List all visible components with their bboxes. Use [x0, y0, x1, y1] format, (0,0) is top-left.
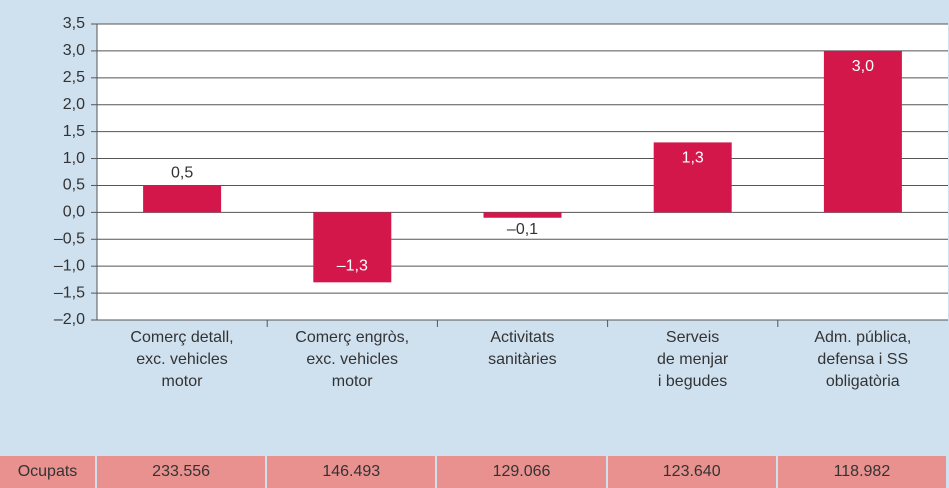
y-tick-label: 3,0: [63, 42, 85, 59]
table-cell: 233.556: [97, 456, 266, 488]
table-header: Ocupats: [0, 456, 95, 488]
table-cell: 146.493: [267, 456, 436, 488]
value-label: 1,3: [682, 150, 704, 167]
y-tick-label: 0,0: [63, 204, 85, 221]
table-cell: 118.982: [777, 456, 946, 488]
bar: [313, 212, 392, 283]
bar: [653, 142, 732, 213]
y-tick-label: 3,5: [63, 15, 85, 32]
x-tick-label: Comerç detall, exc. vehicles motor: [130, 329, 234, 390]
y-tick-label: 1,5: [63, 123, 85, 140]
table-cell: 123.640: [607, 456, 776, 488]
bar: [483, 212, 562, 218]
y-tick-label: 2,5: [63, 69, 85, 86]
bar: [143, 185, 222, 213]
y-tick-label: –0,5: [54, 230, 85, 247]
y-tick-label: –2,0: [54, 311, 85, 328]
y-tick-label: –1,5: [54, 284, 85, 301]
x-tick-label: Activitats sanitàries: [488, 329, 557, 368]
y-tick-label: –1,0: [54, 257, 85, 274]
value-label: –1,3: [337, 258, 368, 275]
x-tick-label: Adm. pública, defensa i SS obligatòria: [814, 329, 912, 390]
plot-area: [97, 24, 948, 320]
x-tick-label: Comerç engròs, exc. vehicles motor: [295, 329, 410, 390]
table-cell: 129.066: [437, 456, 606, 488]
value-label: –0,1: [507, 221, 538, 238]
value-label: 3,0: [852, 58, 874, 75]
y-tick-label: 0,5: [63, 177, 85, 194]
y-tick-label: 1,0: [63, 150, 85, 167]
x-tick-label: Serveis de menjar i begudes: [657, 329, 729, 390]
value-label: 0,5: [171, 165, 193, 182]
y-tick-label: 2,0: [63, 96, 85, 113]
bar: [823, 50, 902, 213]
